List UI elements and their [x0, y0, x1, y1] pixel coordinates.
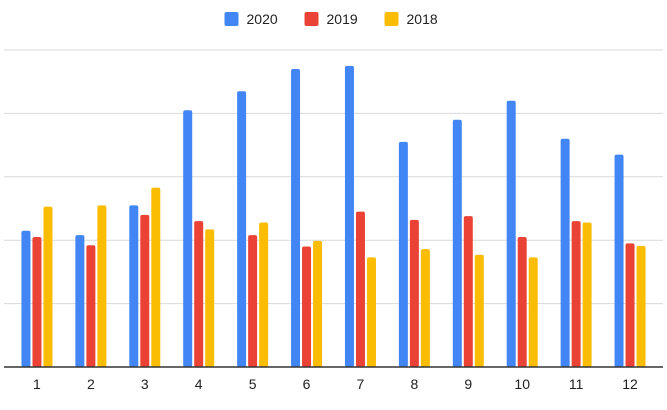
x-tick-label: 9: [464, 376, 472, 392]
bar-2020-6: [291, 69, 301, 368]
legend-label-2020: 2020: [247, 11, 278, 27]
bar-2018-4: [205, 229, 215, 367]
bar-2018-11: [582, 222, 592, 367]
bar-2018-6: [313, 240, 323, 367]
legend-label-2019: 2019: [327, 11, 358, 27]
bar-2019-8: [409, 219, 419, 367]
x-tick-label: 4: [195, 376, 203, 392]
bar-2019-7: [355, 211, 365, 367]
bar-2020-9: [452, 119, 462, 368]
bar-2019-9: [463, 216, 473, 367]
bar-2018-1: [43, 206, 53, 367]
x-tick-label: 7: [357, 376, 365, 392]
bar-2018-2: [97, 205, 107, 367]
x-tick-label: 3: [141, 376, 149, 392]
bar-2018-9: [474, 254, 484, 367]
legend: 2020 2019 2018: [224, 11, 438, 27]
bar-2020-4: [183, 110, 193, 367]
x-tick-label: 11: [569, 376, 584, 392]
bar-2018-7: [366, 257, 376, 367]
bar-2019-10: [517, 237, 527, 367]
legend-swatch-2020: [224, 12, 239, 26]
bar-2019-4: [194, 221, 204, 367]
x-tick-label: 10: [514, 376, 530, 392]
legend-label-2018: 2018: [407, 11, 438, 27]
legend-swatch-2019: [304, 12, 319, 26]
bar-2020-3: [129, 205, 139, 367]
x-tick-label: 8: [410, 376, 418, 392]
bar-2019-5: [248, 235, 258, 367]
bar-2020-5: [237, 91, 247, 368]
bar-2020-11: [560, 138, 570, 367]
bar-2018-8: [420, 249, 430, 367]
bar-2018-3: [151, 187, 161, 367]
bar-2020-7: [344, 65, 354, 367]
x-tick-label: 6: [303, 376, 311, 392]
x-tick-label: 12: [622, 376, 638, 392]
bar-2019-1: [32, 237, 42, 367]
bar-2020-2: [75, 235, 85, 367]
gridlines: [4, 49, 663, 305]
bar-2019-12: [625, 243, 635, 367]
bars: [21, 65, 646, 368]
bar-2020-12: [614, 154, 624, 367]
x-tick-label: 5: [249, 376, 257, 392]
bar-2020-10: [506, 100, 516, 367]
x-tick-labels: 1 2 3 4 5 6 7 8 9 10 11 12: [33, 376, 638, 392]
bar-2019-2: [86, 245, 96, 367]
bar-2019-3: [140, 214, 150, 367]
bar-2020-8: [398, 141, 408, 367]
x-tick-label: 2: [87, 376, 95, 392]
bar-2018-10: [528, 257, 538, 367]
bar-2019-6: [302, 246, 312, 367]
bar-2018-12: [636, 245, 646, 367]
legend-swatch-2018: [384, 12, 399, 26]
bar-2020-1: [21, 230, 31, 367]
bar-2018-5: [259, 222, 269, 367]
x-tick-label: 1: [33, 376, 41, 392]
bar-2019-11: [571, 221, 581, 367]
